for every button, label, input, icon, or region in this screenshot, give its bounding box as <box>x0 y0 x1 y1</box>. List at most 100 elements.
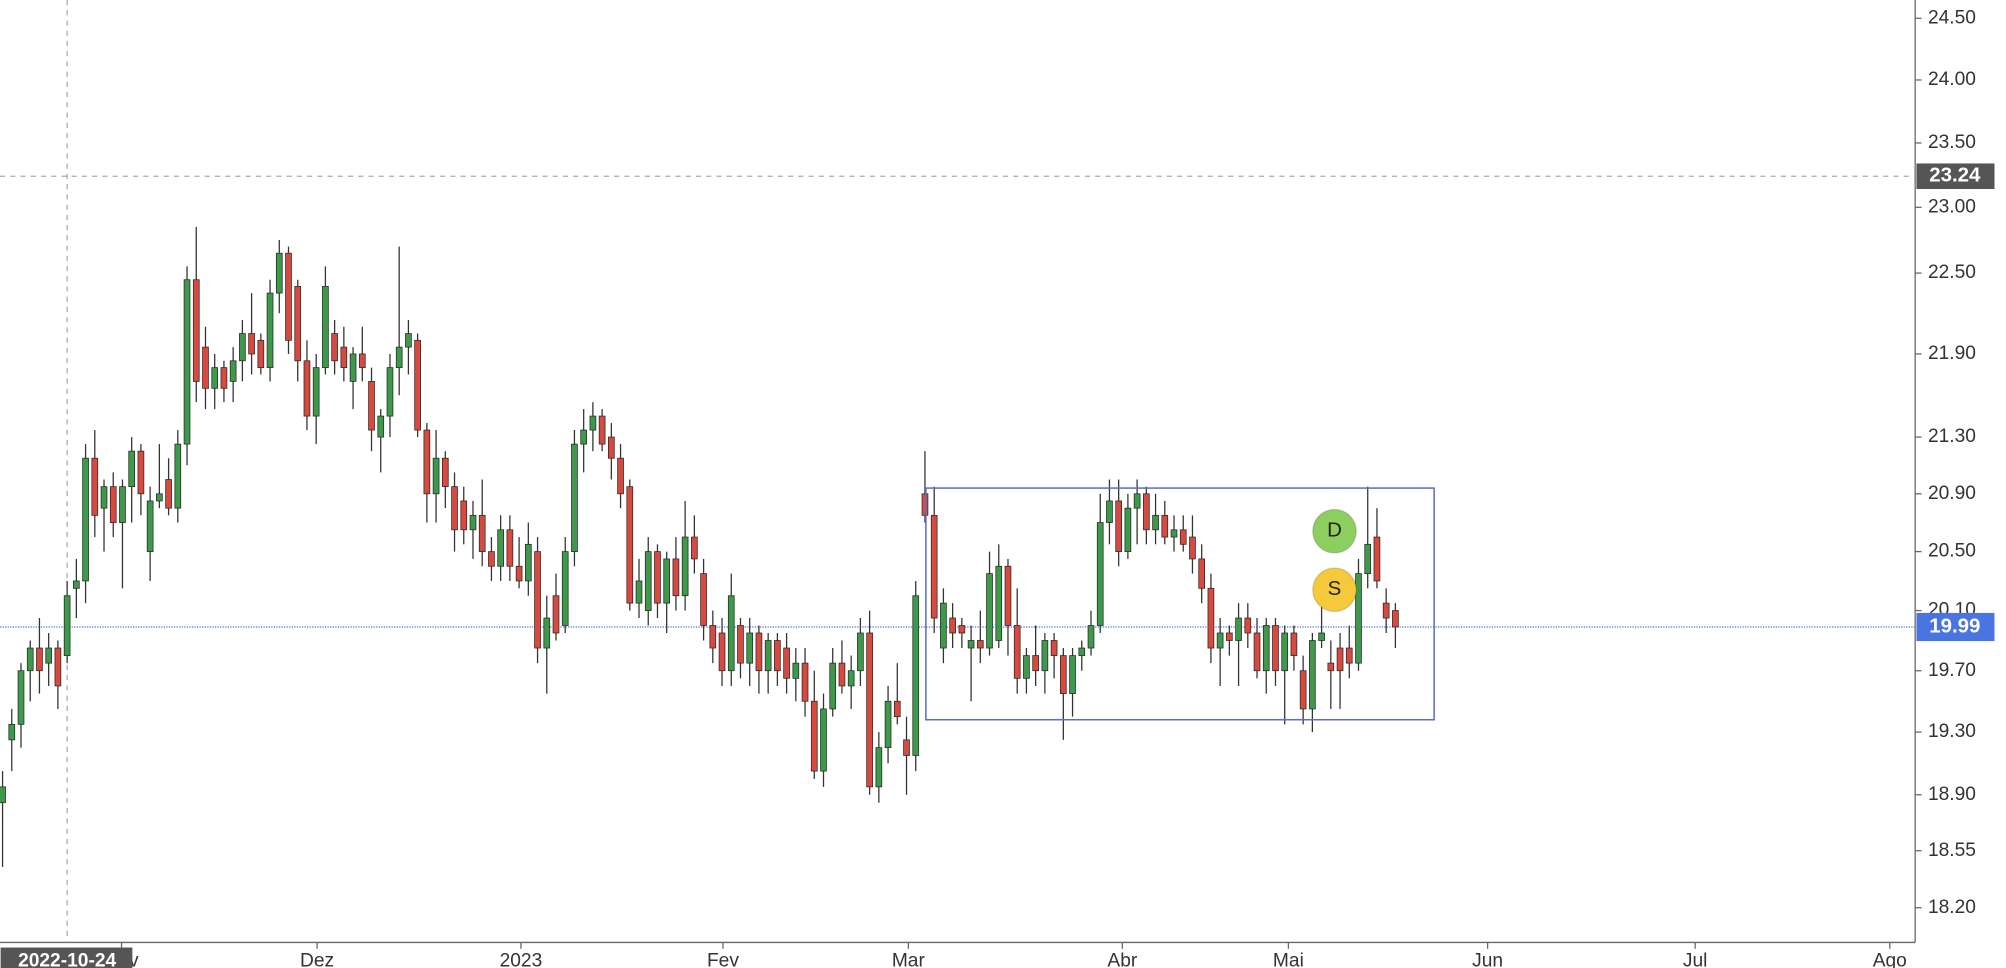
candle-body <box>451 486 458 531</box>
candle-body <box>700 573 707 626</box>
candle-body <box>1143 493 1150 531</box>
candle-body <box>995 565 1003 641</box>
x-tick-label: 2023 <box>500 951 543 968</box>
candle-body <box>820 708 827 772</box>
candle-body <box>377 415 385 438</box>
candle-body <box>967 640 975 649</box>
x-tick-label: Dez <box>300 951 334 968</box>
candle-body <box>349 353 357 382</box>
candle-body <box>26 647 34 672</box>
x-tick-label: Fev <box>707 951 739 968</box>
candle-body <box>368 381 375 431</box>
x-tick-label: Ago <box>1873 951 1907 968</box>
candle-body <box>1189 536 1196 560</box>
candle-body <box>1244 617 1252 634</box>
candle-body <box>626 486 634 604</box>
candle-body <box>764 640 772 672</box>
candle-body <box>1161 514 1169 538</box>
candle-body <box>884 700 892 749</box>
last-price-box <box>1916 612 1995 642</box>
candle-body <box>220 367 228 389</box>
drawn-rectangle <box>925 487 1435 721</box>
candle-body <box>395 346 403 369</box>
candle-body <box>1124 507 1132 553</box>
candle-body <box>506 529 514 567</box>
candle-body <box>82 457 89 582</box>
candle-body <box>1041 640 1049 672</box>
y-tick-label: 21.90 <box>1928 343 1976 364</box>
candle-body <box>1281 632 1289 672</box>
candle-body <box>552 595 560 634</box>
candle-body <box>248 333 255 355</box>
candle-body <box>0 786 6 804</box>
x-tick-label: Jul <box>1683 951 1708 968</box>
candle-body <box>165 479 172 509</box>
candle-body <box>358 353 366 369</box>
candle-body <box>192 279 200 382</box>
candle-body <box>183 279 191 445</box>
candle-body <box>202 346 209 389</box>
candle-body <box>949 617 956 634</box>
y-tick-label: 22.50 <box>1928 262 1976 283</box>
annotation-label: D <box>1327 519 1342 542</box>
candle-body <box>1382 602 1390 619</box>
candle-body <box>478 514 486 553</box>
candle-body <box>36 647 43 672</box>
candle-body <box>543 617 551 649</box>
y-tick-label: 23.00 <box>1928 196 1976 217</box>
candle-body <box>774 640 781 672</box>
candle-body <box>257 339 265 369</box>
candle-body <box>1004 565 1012 626</box>
candle-body <box>1373 536 1381 582</box>
candle-body <box>1392 610 1399 628</box>
candle-body <box>1032 655 1039 672</box>
candle-body <box>441 457 449 488</box>
candle-body <box>137 450 145 495</box>
candle-body <box>1299 670 1307 710</box>
candle-body <box>488 551 495 567</box>
candle-body <box>239 333 246 362</box>
candle-body <box>829 662 837 710</box>
candle-body <box>119 486 126 523</box>
candle-body <box>1207 587 1215 649</box>
y-tick-label: 24.00 <box>1928 69 1976 90</box>
candle-body <box>654 551 661 604</box>
crosshair-date-label: 2022-10-24 <box>18 951 116 968</box>
candle-body <box>1327 662 1335 672</box>
candle-body <box>986 573 993 649</box>
candle-body <box>1309 640 1316 710</box>
candle-body <box>63 595 71 656</box>
candle-body <box>810 700 818 772</box>
y-tick-label: 18.90 <box>1928 784 1976 805</box>
candle-body <box>709 625 717 649</box>
candle-body <box>109 486 117 523</box>
candle-body <box>1198 558 1206 589</box>
candle-body <box>312 367 320 417</box>
candle-body <box>1133 493 1141 509</box>
candle-body <box>100 486 108 509</box>
candle-body <box>801 662 809 702</box>
candle-body <box>229 360 237 382</box>
candle-body <box>1235 617 1242 641</box>
candle-body <box>589 415 597 431</box>
candle-body <box>746 632 754 664</box>
candle-body <box>976 640 984 649</box>
candle-body <box>17 670 25 725</box>
candle-body <box>598 415 606 445</box>
candle-body <box>958 625 966 634</box>
candle-body <box>1023 655 1030 679</box>
candle-body <box>525 543 532 582</box>
candle-body <box>1152 514 1159 531</box>
candle-body <box>580 429 587 445</box>
y-tick-label: 18.20 <box>1928 897 1976 918</box>
y-tick-label: 21.30 <box>1928 426 1976 447</box>
candle-body <box>414 339 421 431</box>
candle-body <box>893 700 901 718</box>
candle-body <box>54 647 62 687</box>
candle-body <box>608 436 615 459</box>
y-tick-label: 18.55 <box>1928 840 1976 861</box>
crosshair-price-box <box>1916 163 1995 190</box>
candle-body <box>617 457 624 495</box>
candle-body <box>847 670 855 687</box>
